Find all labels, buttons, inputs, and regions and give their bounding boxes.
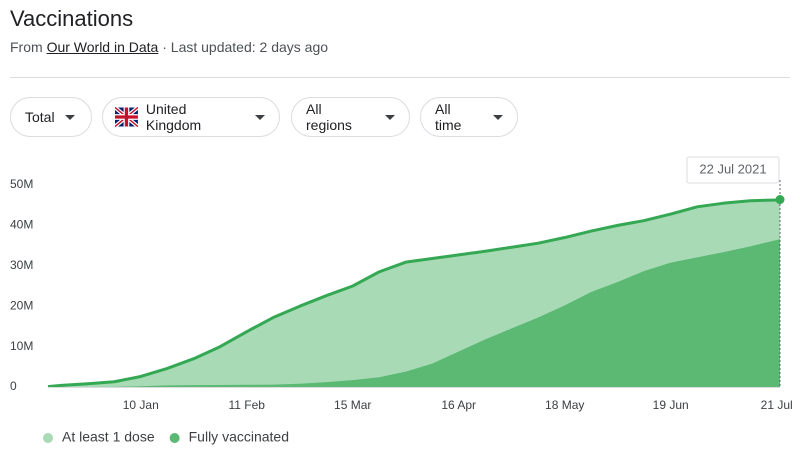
filter-label: Total	[25, 109, 55, 125]
title: Vaccinations	[10, 6, 134, 31]
updated: · Last updated: 2 days ago	[162, 39, 329, 55]
y-tick-label: 30M	[10, 258, 33, 272]
x-tick-label: 15 Mar	[334, 398, 371, 412]
y-tick-label: 50M	[10, 177, 33, 191]
source-link[interactable]: Our World in Data	[46, 39, 159, 55]
tooltip-box	[686, 156, 780, 184]
x-tick-label: 16 Apr	[441, 398, 476, 412]
end-point	[775, 195, 785, 205]
subtitle: From Our World in Data · Last updated: 2…	[10, 39, 328, 55]
divider	[10, 77, 790, 78]
filter-button[interactable]: Total	[10, 97, 92, 137]
line	[47, 198, 781, 389]
filter-button[interactable]: All regions	[291, 97, 410, 137]
flag	[115, 105, 138, 129]
x-tick-label: 10 Jan	[123, 398, 159, 412]
y-tick-label: 40M	[10, 218, 33, 232]
x-tick-label: 18 May	[545, 398, 584, 412]
legend-swatch	[169, 433, 180, 443]
filter-button[interactable]: United Kingdom	[102, 97, 280, 137]
area	[48, 239, 780, 387]
x-tick-label: 19 Jun	[653, 398, 689, 412]
filter-button[interactable]: All time	[420, 97, 518, 137]
y-tick-label: 0	[10, 379, 17, 393]
legend-label: Fully vaccinated	[189, 429, 289, 445]
tooltip: 22 Jul 2021	[686, 156, 780, 184]
filter-label: All time	[435, 101, 462, 133]
x-tick-label: 21 Jul	[761, 398, 793, 412]
tooltip-label: 22 Jul 2021	[699, 161, 766, 176]
legend-swatch	[43, 433, 53, 443]
y-tick-label: 10M	[10, 339, 33, 353]
filter-label: United Kingdom	[145, 101, 202, 133]
source-prefix: From	[10, 39, 43, 55]
y-tick-label: 20M	[10, 298, 33, 312]
x-tick-label: 11 Feb	[228, 398, 265, 412]
filter-label: All regions	[306, 101, 352, 133]
legend-label: At least 1 dose	[62, 429, 155, 445]
